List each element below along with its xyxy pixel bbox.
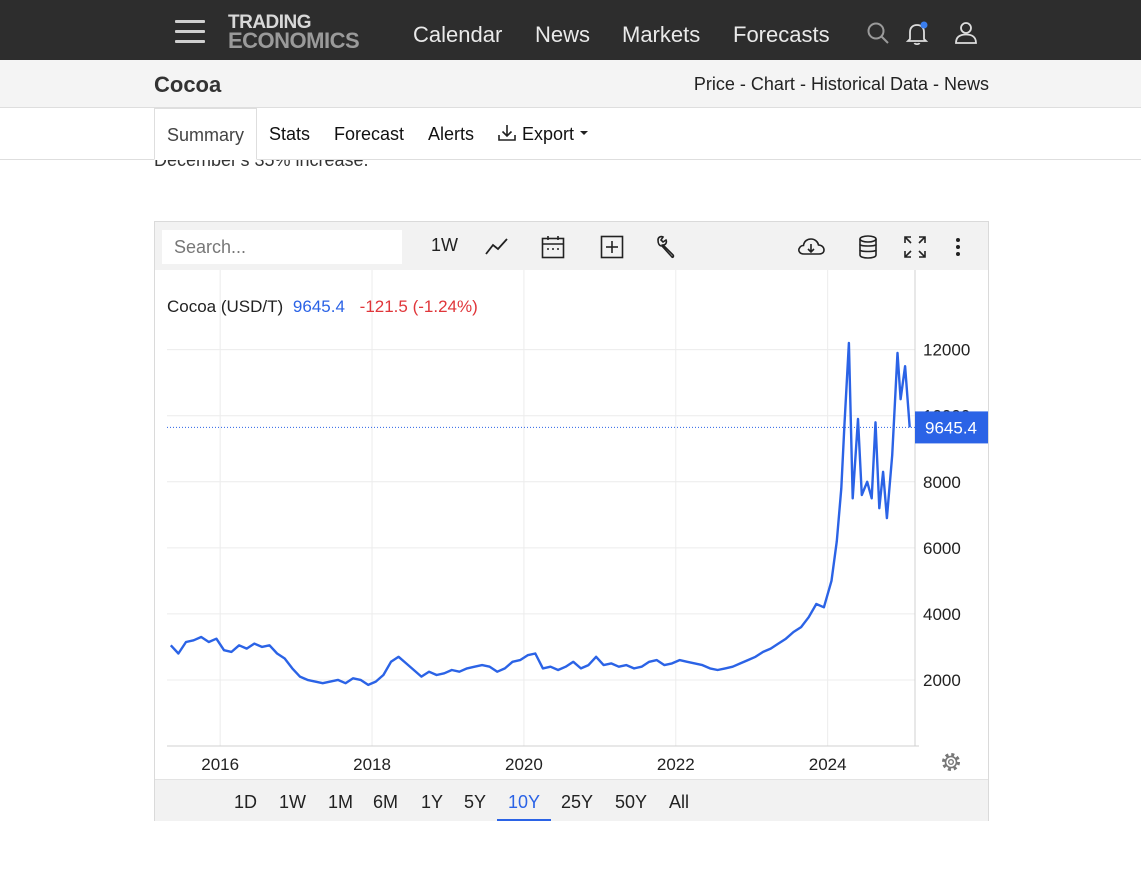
chart-widget: 1W xyxy=(154,221,989,821)
bell-icon[interactable] xyxy=(904,20,930,46)
x-axis: 2016 2018 2020 2022 2024 xyxy=(201,755,846,774)
range-5y[interactable]: 5Y xyxy=(464,792,487,812)
quote-header: Cocoa (USD/T) 9645.4 -121.5 (-1.24%) xyxy=(167,297,478,316)
wrench-icon[interactable] xyxy=(654,234,680,260)
y-tick-label: 8000 xyxy=(923,473,961,492)
tab-stats[interactable]: Stats xyxy=(269,124,311,144)
range-6m[interactable]: 6M xyxy=(373,792,399,812)
tab-summary[interactable]: Summary xyxy=(154,108,258,160)
hamburger-menu-icon[interactable] xyxy=(175,20,205,44)
active-range-underline xyxy=(497,819,551,821)
chart-search-input[interactable] xyxy=(162,230,402,264)
add-indicator-icon[interactable] xyxy=(599,234,625,260)
top-nav: TRADING ECONOMICS Calendar News Markets … xyxy=(0,0,1141,60)
more-options-icon[interactable] xyxy=(950,234,966,260)
nav-forecasts[interactable]: Forecasts xyxy=(733,22,830,47)
nav-markets[interactable]: Markets xyxy=(622,22,701,47)
caret-down-icon xyxy=(580,131,589,135)
quote-name: Cocoa (USD/T) xyxy=(167,297,283,316)
subheader: Cocoa Price - Chart - Historical Data - … xyxy=(0,60,1141,108)
chart-toolbar: 1W xyxy=(155,222,988,270)
page-title: Cocoa xyxy=(154,72,222,97)
range-1m[interactable]: 1M xyxy=(328,792,354,812)
link-historical-data[interactable]: Historical Data xyxy=(810,74,928,94)
range-25y[interactable]: 25Y xyxy=(561,792,594,812)
nav-news[interactable]: News xyxy=(535,22,591,47)
subheader-links: Price - Chart - Historical Data - News xyxy=(693,74,989,94)
quote-change: -121.5 (-1.24%) xyxy=(360,297,478,316)
chart-settings-icon[interactable] xyxy=(942,753,960,771)
tab-bar: Summary Stats Forecast Alerts Export xyxy=(0,108,1141,160)
article-text: December's 35% increase. xyxy=(154,150,369,170)
range-50y[interactable]: 50Y xyxy=(615,792,648,812)
quote-price: 9645.4 xyxy=(293,297,345,316)
x-tick-label: 2024 xyxy=(809,755,847,774)
range-10y[interactable]: 10Y xyxy=(508,792,541,812)
database-icon[interactable] xyxy=(856,234,880,260)
line-chart-icon[interactable] xyxy=(484,234,510,260)
download-icon xyxy=(498,125,516,141)
x-tick-label: 2022 xyxy=(657,755,695,774)
calendar-icon[interactable] xyxy=(540,234,566,260)
logo[interactable]: TRADING ECONOMICS xyxy=(228,12,360,53)
last-price-label: 9645.4 xyxy=(925,418,977,437)
last-price-badge xyxy=(915,411,988,444)
range-all[interactable]: All xyxy=(669,792,690,812)
cloud-download-icon[interactable] xyxy=(796,234,826,260)
y-axis: 20004000600080001000012000 xyxy=(923,341,970,690)
tab-export[interactable]: Export xyxy=(497,108,589,160)
tab-forecast[interactable]: Forecast xyxy=(334,124,405,144)
range-1d[interactable]: 1D xyxy=(234,792,258,812)
fullscreen-icon[interactable] xyxy=(902,234,928,260)
x-tick-label: 2020 xyxy=(505,755,543,774)
range-selector: 1D 1W 1M 6M 1Y 5Y 10Y 25Y 50Y All xyxy=(155,779,988,821)
x-tick-label: 2016 xyxy=(201,755,239,774)
y-tick-label: 6000 xyxy=(923,539,961,558)
link-chart[interactable]: Chart xyxy=(750,74,795,94)
y-tick-label: 4000 xyxy=(923,605,961,624)
x-tick-label: 2018 xyxy=(353,755,391,774)
link-news[interactable]: News xyxy=(943,74,989,94)
user-icon[interactable] xyxy=(953,20,979,46)
y-tick-label: 12000 xyxy=(923,341,970,360)
search-icon[interactable] xyxy=(865,20,891,46)
price-series-line xyxy=(169,341,911,687)
chart-grid xyxy=(167,270,919,747)
interval-selector[interactable]: 1W xyxy=(431,235,458,255)
link-price[interactable]: Price xyxy=(693,74,735,94)
tab-alerts[interactable]: Alerts xyxy=(428,124,475,144)
range-1y[interactable]: 1Y xyxy=(421,792,444,812)
range-1w[interactable]: 1W xyxy=(279,792,306,812)
price-chart[interactable]: 20004000600080001000012000 2016201820202… xyxy=(155,270,988,780)
y-tick-label: 2000 xyxy=(923,671,961,690)
nav-calendar[interactable]: Calendar xyxy=(413,22,503,47)
